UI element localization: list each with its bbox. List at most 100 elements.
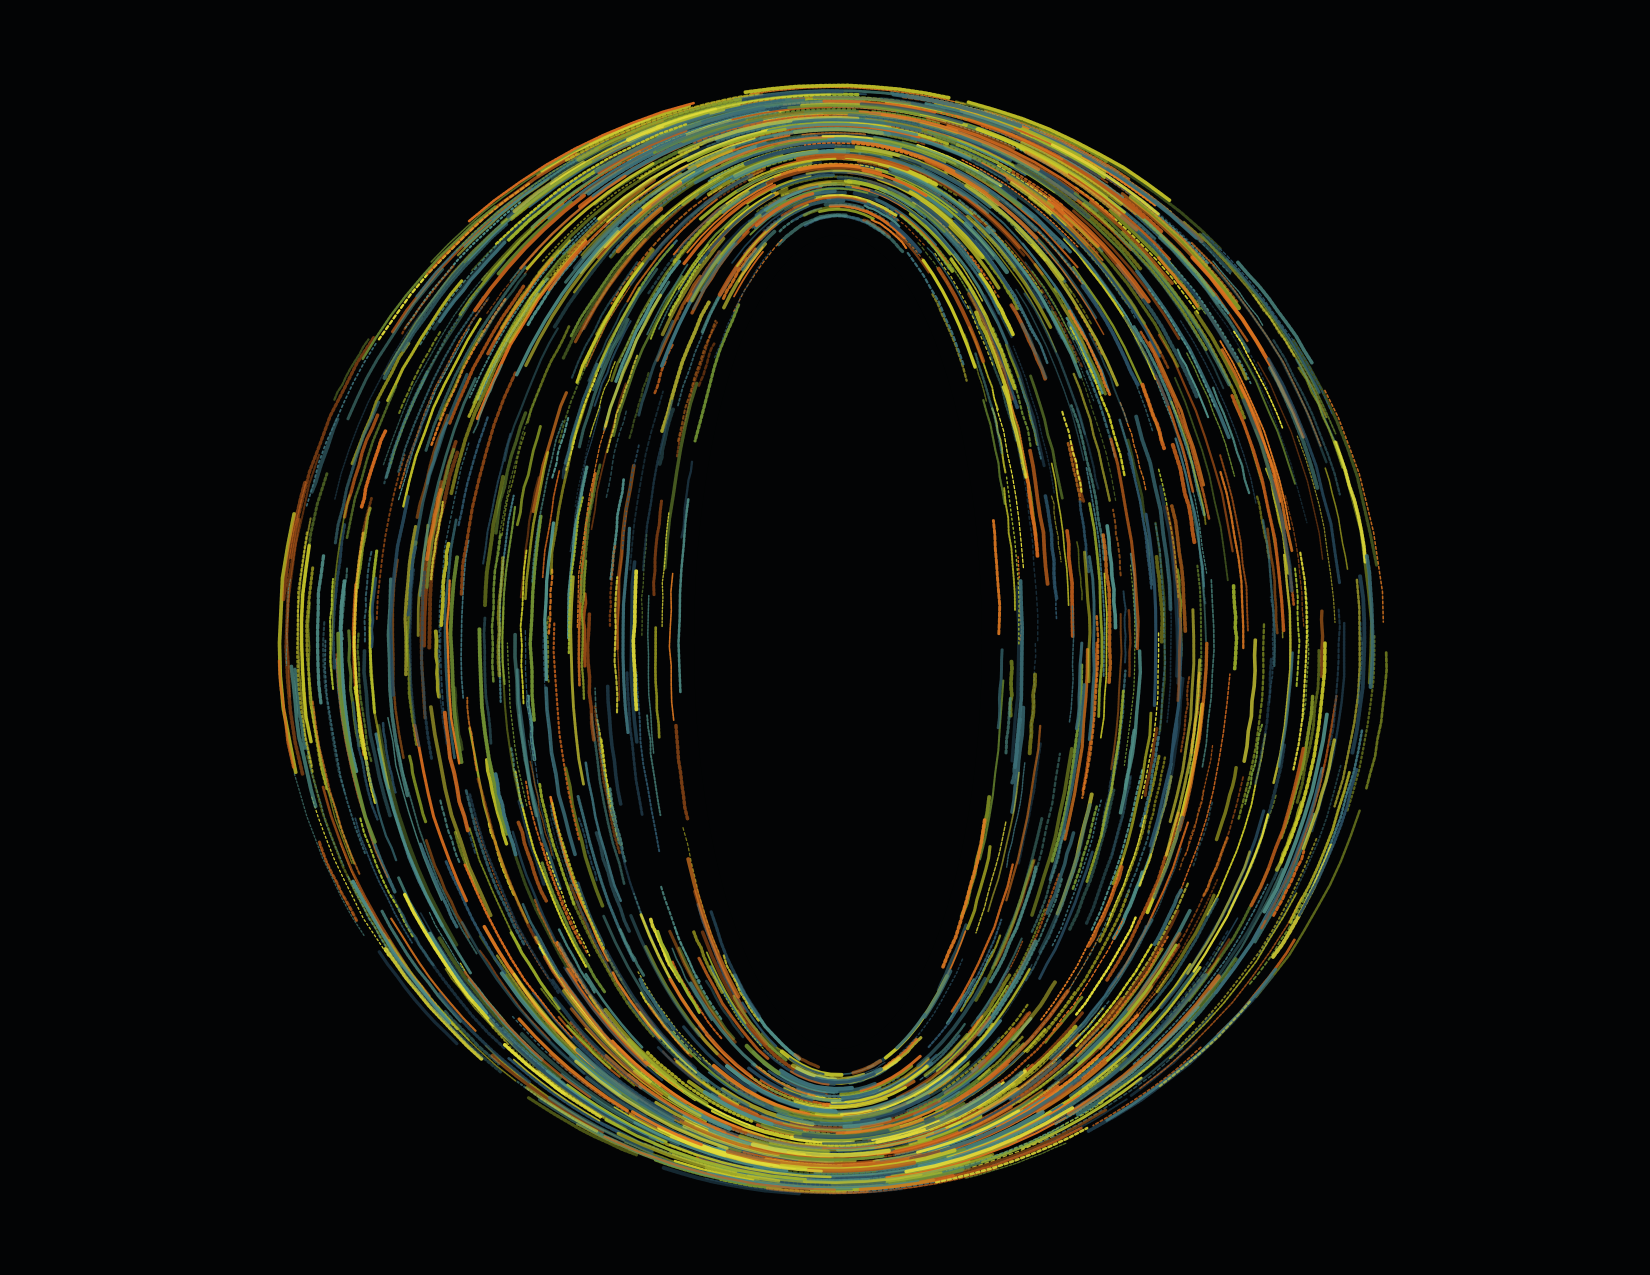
streak-stroke: [455, 137, 616, 252]
streak-stroke: [779, 1154, 885, 1162]
streak-stroke: [899, 214, 955, 273]
streak-stroke: [1058, 327, 1117, 502]
streak-stroke: [1157, 1000, 1251, 1089]
streak-stroke: [766, 122, 919, 137]
streak-stroke: [777, 187, 869, 207]
streak-stroke: [606, 137, 756, 223]
streak-stroke: [747, 1173, 923, 1185]
streak-stroke: [351, 879, 452, 1025]
streak-stroke: [437, 240, 507, 324]
streak-stroke: [597, 129, 769, 221]
streak-stroke: [552, 622, 581, 841]
streak-stroke: [509, 931, 562, 1011]
streak-stroke: [354, 817, 413, 944]
streak-stroke: [335, 653, 389, 878]
streak-stroke: [299, 544, 313, 744]
letter-o-counter: [694, 235, 982, 1049]
streak-stroke: [823, 201, 865, 210]
streak-stroke: [525, 1086, 599, 1133]
streak-stroke: [1284, 495, 1305, 627]
streak-stroke: [1169, 504, 1188, 633]
streak-stroke: [382, 272, 488, 466]
streak-stroke: [1050, 143, 1160, 216]
streak-stroke: [937, 1017, 1033, 1103]
streak-stroke: [508, 187, 645, 344]
streak-stroke: [612, 275, 684, 438]
streak-stroke: [1288, 769, 1352, 924]
streak-stroke: [1140, 382, 1167, 451]
streak-stroke: [661, 1165, 801, 1196]
streak-stroke: [947, 1090, 1044, 1143]
streak-stroke: [889, 190, 946, 233]
streak-stroke: [438, 441, 470, 664]
streak-stroke: [1044, 965, 1202, 1115]
streak-stroke: [537, 780, 576, 906]
streak-stroke: [995, 236, 1067, 343]
streak-stroke: [1005, 724, 1042, 902]
streak-stroke: [1156, 381, 1208, 574]
streak-stroke: [1049, 525, 1058, 620]
streak-stroke: [305, 742, 345, 867]
streak-stroke: [975, 821, 1007, 934]
streak-stroke: [463, 970, 592, 1099]
streak-stroke: [677, 93, 832, 121]
streak-stroke: [1097, 754, 1161, 945]
streak-stroke: [658, 254, 704, 330]
streak-stroke: [1190, 241, 1322, 447]
streak-stroke: [1088, 332, 1129, 424]
streak-stroke: [1072, 372, 1111, 502]
streak-stroke: [741, 1001, 778, 1048]
streak-stroke: [476, 777, 540, 946]
streak-stroke: [309, 417, 340, 494]
streak-stroke: [934, 252, 994, 367]
streak-stroke: [466, 696, 478, 772]
streak-stroke: [506, 642, 528, 807]
streak-stroke: [472, 363, 503, 434]
streak-stroke: [550, 125, 662, 185]
streak-stroke: [439, 541, 451, 628]
streak-stroke: [1201, 579, 1215, 768]
streak-stroke: [1101, 878, 1219, 1052]
streak-stroke: [425, 487, 443, 562]
streak-stroke: [449, 292, 540, 496]
streak-stroke: [1111, 711, 1153, 886]
streak-stroke: [590, 712, 626, 885]
streak-stroke: [916, 1036, 1001, 1104]
streak-stroke: [721, 182, 768, 214]
streak-stroke: [743, 143, 836, 166]
streak-stroke: [531, 420, 564, 583]
streak-stroke: [618, 928, 646, 977]
streak-stroke: [722, 954, 761, 1023]
streak-stroke: [376, 723, 459, 947]
streak-stroke: [419, 570, 434, 760]
streak-stroke: [1073, 191, 1200, 330]
streak-stroke: [1199, 232, 1337, 435]
streak-stroke: [1214, 765, 1238, 842]
streak-stroke: [660, 236, 726, 337]
streak-stroke: [841, 1088, 879, 1100]
streak-stroke: [977, 271, 1015, 337]
streak-stroke: [515, 424, 542, 527]
streak-stroke: [1011, 980, 1057, 1042]
streak-stroke: [317, 840, 359, 922]
streak-stroke: [433, 629, 442, 700]
streak-stroke: [861, 168, 928, 198]
streak-stroke: [669, 1135, 823, 1173]
streak-stroke: [338, 579, 359, 774]
streak-stroke: [874, 1127, 950, 1150]
streak-stroke: [356, 632, 373, 763]
streak-stroke: [1297, 366, 1344, 469]
streak-stroke: [1049, 196, 1151, 304]
streak-stroke: [780, 195, 868, 217]
streak-stroke: [1005, 476, 1020, 645]
streak-stroke: [1035, 1060, 1108, 1114]
streak-stroke: [1014, 287, 1085, 462]
streak-stroke: [561, 216, 666, 360]
streak-stroke: [419, 178, 578, 346]
streak-stroke: [879, 1055, 967, 1111]
streak-stroke: [564, 92, 761, 162]
streak-stroke: [1324, 467, 1349, 570]
streak-stroke: [1076, 240, 1136, 319]
streak-stroke: [1152, 815, 1185, 901]
streak-stroke: [801, 132, 868, 137]
